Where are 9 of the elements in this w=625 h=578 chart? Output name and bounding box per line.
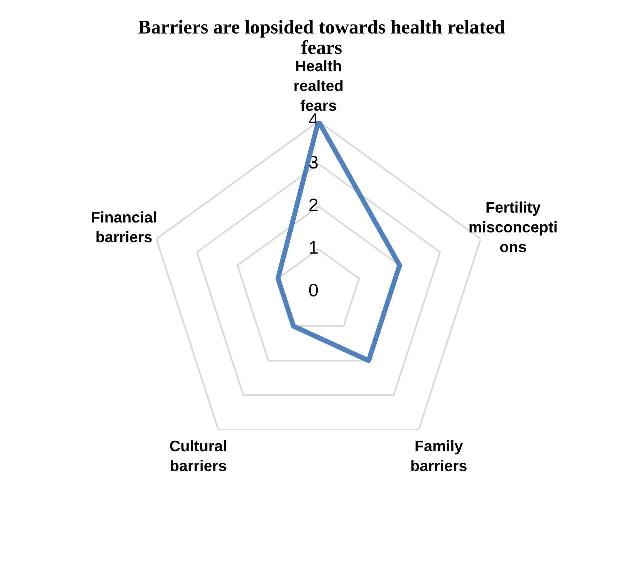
y-tick-label: 2 — [310, 198, 318, 212]
spoke-label: Cultural barriers — [170, 440, 226, 472]
y-tick-label: 0 — [309, 284, 318, 297]
spoke-label: Fertility misconcepti ons — [470, 202, 557, 253]
spoke-label: Health realted fears — [294, 60, 343, 112]
chart-title: Barriers are lopsided towards health related fears — [138, 20, 506, 54]
spoke-label: Financial barriers — [92, 212, 156, 243]
y-tick-label: 1 — [310, 242, 318, 254]
spoke-label: Family barriers — [412, 440, 467, 472]
